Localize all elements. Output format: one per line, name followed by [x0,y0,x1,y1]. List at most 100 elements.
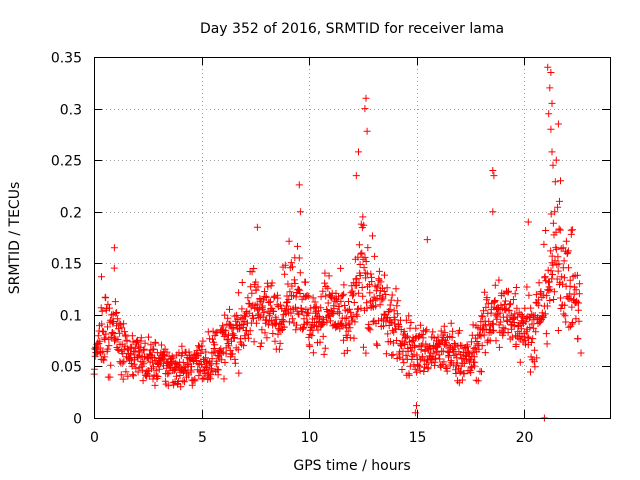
data-point [121,328,129,336]
data-point [420,368,428,375]
data-point [245,334,253,342]
data-point [268,279,276,287]
data-point [548,252,556,260]
data-point [270,308,278,315]
data-point [203,366,211,374]
data-point [279,317,287,325]
data-point [393,337,401,344]
data-point [224,314,232,322]
data-point [281,261,289,269]
data-point [358,284,366,291]
data-point [554,203,562,211]
data-point [304,309,312,317]
data-point [414,361,422,369]
data-point [302,306,310,313]
data-point [242,313,249,321]
data-points [90,63,585,422]
data-point [492,311,500,319]
data-point [533,354,541,362]
data-point [431,358,439,366]
data-point [544,63,552,71]
data-point [513,304,521,312]
data-point [265,299,273,306]
data-point [411,365,419,373]
data-point [229,324,237,331]
data-point [317,293,325,301]
data-point [347,308,355,316]
data-point [107,333,115,341]
data-point [276,339,284,347]
data-point [191,377,199,385]
data-point [216,349,224,357]
data-point [289,315,297,323]
data-point [436,355,444,363]
data-point [302,278,309,286]
data-point [530,358,538,366]
data-point [553,275,561,283]
data-point [164,370,172,378]
data-point [108,311,116,319]
data-point [442,363,450,371]
data-point [151,381,159,389]
data-point [161,377,169,385]
data-point [554,253,562,261]
data-point [368,278,376,286]
data-point [517,311,525,318]
data-point [369,232,376,240]
plot-frame [94,57,611,419]
data-point [404,332,411,340]
data-point [168,352,176,360]
data-point [259,305,267,313]
data-point [360,221,368,229]
data-point [400,359,408,367]
data-point [491,281,499,289]
data-point [393,302,401,310]
axis-ticks [94,57,610,419]
data-point [119,359,127,367]
data-point [552,228,560,236]
data-point [112,309,120,317]
data-point [287,309,295,317]
data-point [497,318,505,326]
data-point [554,120,562,128]
data-point [140,345,148,353]
data-point [543,292,551,300]
data-point [340,281,348,289]
data-point [306,342,314,350]
data-point [482,303,490,311]
data-point [200,374,208,382]
data-point [502,297,509,305]
data-point [208,355,216,363]
data-point [521,304,529,312]
data-point [418,331,426,338]
data-point [372,302,380,310]
data-point [419,334,427,342]
data-point [345,298,352,305]
data-point [120,345,128,353]
data-point [381,271,388,279]
data-point [163,348,171,356]
data-point [97,304,105,312]
data-point [343,347,351,355]
data-point [394,297,402,305]
data-point [165,369,173,377]
data-point [170,381,178,389]
data-point [106,373,114,381]
data-point [181,378,188,386]
data-point [122,368,130,376]
data-point [527,304,535,312]
data-point [285,318,293,326]
data-point [316,338,324,346]
data-point [552,156,560,164]
data-point [223,335,231,343]
data-point [481,288,489,296]
data-point [356,261,364,268]
data-point [335,303,343,310]
data-point [523,283,531,291]
data-point [100,356,108,364]
data-point [286,288,294,296]
data-point [483,294,491,302]
data-point [201,370,209,378]
data-point [362,258,370,265]
